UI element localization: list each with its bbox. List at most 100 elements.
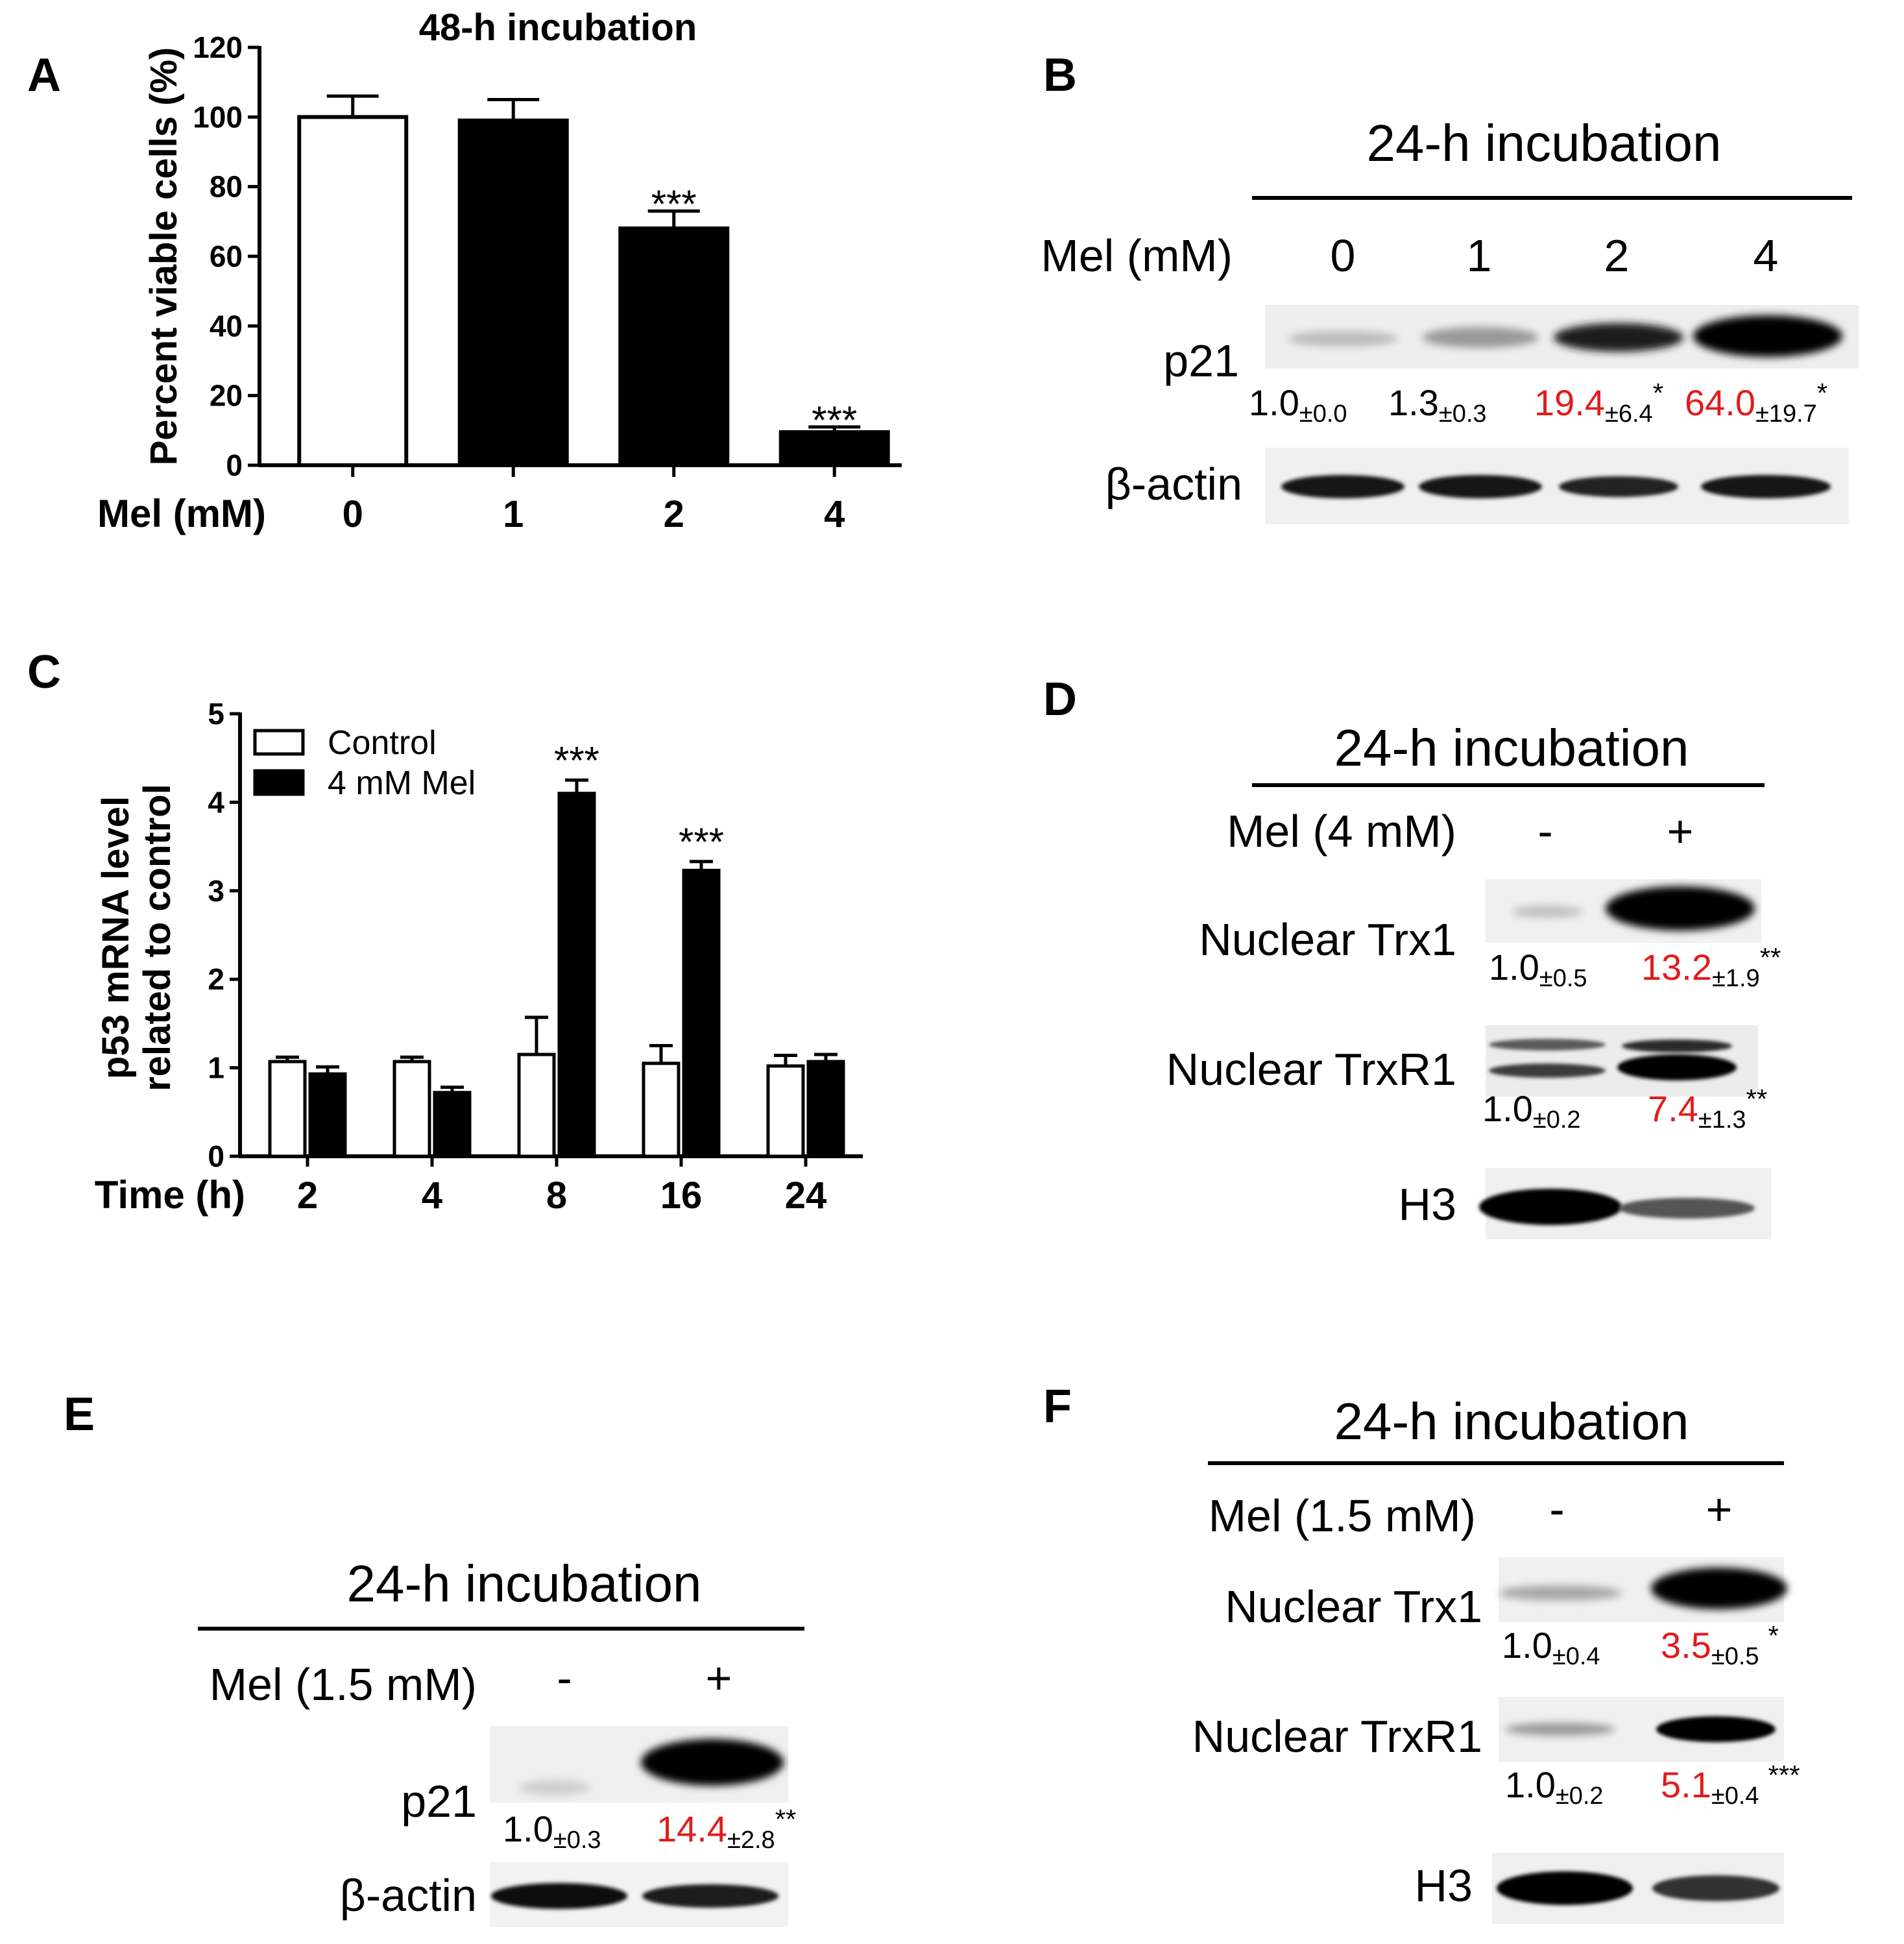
chart-a-xtick-label: 2 xyxy=(664,493,684,535)
chart-c-bar-mel xyxy=(806,1060,845,1158)
blot-e-condition-label: Mel (1.5 mM) xyxy=(210,1659,477,1710)
chart-c-ytick-label: 2 xyxy=(208,962,224,996)
blot-f-lane-2: + xyxy=(1706,1484,1733,1535)
blot-f-trxr1-band-1 xyxy=(1505,1723,1615,1736)
chart-a-ytick-label: 60 xyxy=(210,239,243,273)
chart-c-bar-mel xyxy=(557,792,596,1158)
blot-e-row-label-actin: β-actin xyxy=(340,1870,477,1921)
chart-c-xtick-label: 2 xyxy=(297,1174,318,1217)
blot-e-header: 24-h incubation xyxy=(346,1555,701,1612)
blot-f-condition-label: Mel (1.5 mM) xyxy=(1209,1490,1476,1541)
blot-e-lane-1: - xyxy=(557,1653,572,1703)
chart-c-ytick-label: 3 xyxy=(208,874,224,908)
blot-d-row-label-trxr1: Nuclear TrxR1 xyxy=(1166,1044,1456,1095)
chart-a-xlabel: Mel (mM) xyxy=(97,492,266,535)
chart-a-ytick-label: 100 xyxy=(193,100,243,134)
blot-f-quant-trx1-1: 1.0±0.4 xyxy=(1502,1625,1600,1670)
chart-a-ytick-label: 0 xyxy=(226,448,243,482)
chart-c-xtick-label: 24 xyxy=(785,1174,827,1217)
chart-c-bar-control xyxy=(766,1064,805,1158)
blot-panel-d: 24-h incubation Mel (4 mM) - + Nuclear T… xyxy=(1166,719,1781,1239)
blot-d-trx1-band-1 xyxy=(1512,905,1583,918)
blot-d-trx1-band-2 xyxy=(1606,886,1755,930)
panel-letter-f: F xyxy=(1043,1381,1072,1433)
chart-a-title: 48-h incubation xyxy=(419,6,697,49)
blot-f-lane-1: - xyxy=(1549,1484,1564,1535)
chart-c-bar-control xyxy=(268,1060,307,1158)
blot-b-actin-band-2 xyxy=(1419,475,1542,498)
chart-c-bar-mel xyxy=(433,1091,472,1158)
blot-b-lane-3: 2 xyxy=(1604,230,1630,281)
chart-c-bar-mel xyxy=(682,868,721,1158)
blot-d-quant-trxr1-2: 7.4±1.3** xyxy=(1648,1084,1767,1134)
blot-e-lane-2: + xyxy=(706,1653,732,1703)
chart-c-ytick-label: 5 xyxy=(208,697,224,731)
chart-a-ytick-label: 80 xyxy=(210,170,243,204)
blot-panel-b: 24-h incubation Mel (mM) 0 1 2 4 p21 β-a… xyxy=(1041,114,1859,524)
blot-e-actin-band-2 xyxy=(642,1884,778,1908)
blot-panel-f: 24-h incubation Mel (1.5 mM) - + Nuclear… xyxy=(1192,1392,1800,1924)
blot-b-lane-4: 4 xyxy=(1753,230,1779,281)
chart-a-ytick-label: 120 xyxy=(193,30,243,64)
chart-c-bar-mel xyxy=(308,1072,347,1158)
blot-b-row-label-actin: β-actin xyxy=(1105,459,1242,509)
blot-b-p21-band-1 xyxy=(1288,331,1398,346)
chart-a-significance: *** xyxy=(651,182,697,226)
blot-e-quant-2: 14.4±2.8** xyxy=(657,1804,796,1854)
chart-a-bar xyxy=(457,118,569,467)
blot-d-trxr1-band-1b xyxy=(1489,1063,1606,1078)
blot-panel-e: 24-h incubation Mel (1.5 mM) - + p21 1.0… xyxy=(198,1555,804,1927)
blot-f-trx1-band-2 xyxy=(1651,1568,1787,1609)
panel-letter-c: C xyxy=(27,646,61,698)
blot-d-trxr1-band-2b xyxy=(1617,1054,1737,1080)
chart-c-ytick-label: 4 xyxy=(208,785,224,819)
blot-e-actin-band-1 xyxy=(491,1883,627,1909)
chart-c-xtick-label: 16 xyxy=(660,1174,703,1217)
blot-f-quant-trx1-2: 3.5±0.5* xyxy=(1661,1620,1779,1670)
blot-e-row-label-p21: p21 xyxy=(401,1776,477,1827)
blot-d-quant-trx1-1: 1.0±0.5 xyxy=(1489,947,1587,992)
blot-d-quant-trxr1-1: 1.0±0.2 xyxy=(1482,1088,1581,1134)
blot-f-header: 24-h incubation xyxy=(1334,1392,1689,1450)
blot-d-h3-band-2 xyxy=(1619,1198,1755,1219)
chart-c-legend-label-mel: 4 mM Mel xyxy=(328,764,476,802)
chart-a-xtick-label: 4 xyxy=(824,493,845,535)
chart-c-bar-control xyxy=(642,1062,681,1158)
panel-letter-a: A xyxy=(27,49,61,101)
blot-d-lane-1: - xyxy=(1537,806,1552,857)
blot-f-quant-trxr1-1: 1.0±0.2 xyxy=(1505,1764,1604,1810)
panel-letter-e: E xyxy=(64,1389,95,1440)
blot-b-quant-3: 19.4±6.4* xyxy=(1534,378,1663,428)
panel-letter-d: D xyxy=(1043,674,1077,725)
blot-b-header: 24-h incubation xyxy=(1366,114,1721,172)
chart-a-significance: *** xyxy=(812,398,857,442)
blot-b-lane-2: 1 xyxy=(1467,230,1492,281)
blot-b-lane-1: 0 xyxy=(1331,230,1356,281)
blot-f-row-label-trxr1: Nuclear TrxR1 xyxy=(1192,1711,1482,1762)
blot-b-actin-band-4 xyxy=(1701,475,1831,498)
chart-c-significance: *** xyxy=(554,738,599,782)
chart-a-xtick-label: 1 xyxy=(503,493,524,535)
blot-f-trx1-band-1 xyxy=(1499,1585,1622,1601)
blot-e-p21-band-2 xyxy=(641,1739,784,1786)
blot-d-condition-label: Mel (4 mM) xyxy=(1227,806,1456,857)
blot-f-h3-band-2 xyxy=(1652,1875,1779,1901)
chart-c-ytick-label: 0 xyxy=(208,1139,224,1173)
blot-b-quant-1: 1.0±0.0 xyxy=(1249,382,1347,428)
chart-c-legend-swatch-control xyxy=(253,729,305,756)
blot-b-condition-label: Mel (mM) xyxy=(1041,230,1233,281)
panel-letter-b: B xyxy=(1043,49,1077,101)
blot-e-quant-1: 1.0±0.3 xyxy=(503,1808,601,1854)
blot-d-row-label-trx1: Nuclear Trx1 xyxy=(1199,914,1456,965)
blot-b-actin-band-1 xyxy=(1281,475,1404,498)
chart-c-ylabel-line2: related to control xyxy=(136,784,178,1091)
blot-d-row-label-h3: H3 xyxy=(1399,1179,1456,1230)
chart-c-legend-swatch-mel xyxy=(253,769,305,796)
blot-d-trxr1-band-1a xyxy=(1489,1039,1606,1051)
blot-e-p21-band-1 xyxy=(519,1780,590,1795)
chart-a-ylabel: Percent viable cells (%) xyxy=(143,47,185,466)
blot-b-row-label-p21: p21 xyxy=(1163,335,1239,386)
blot-f-row-label-trx1: Nuclear Trx1 xyxy=(1225,1581,1482,1632)
blot-d-trxr1-band-2a xyxy=(1622,1039,1732,1052)
